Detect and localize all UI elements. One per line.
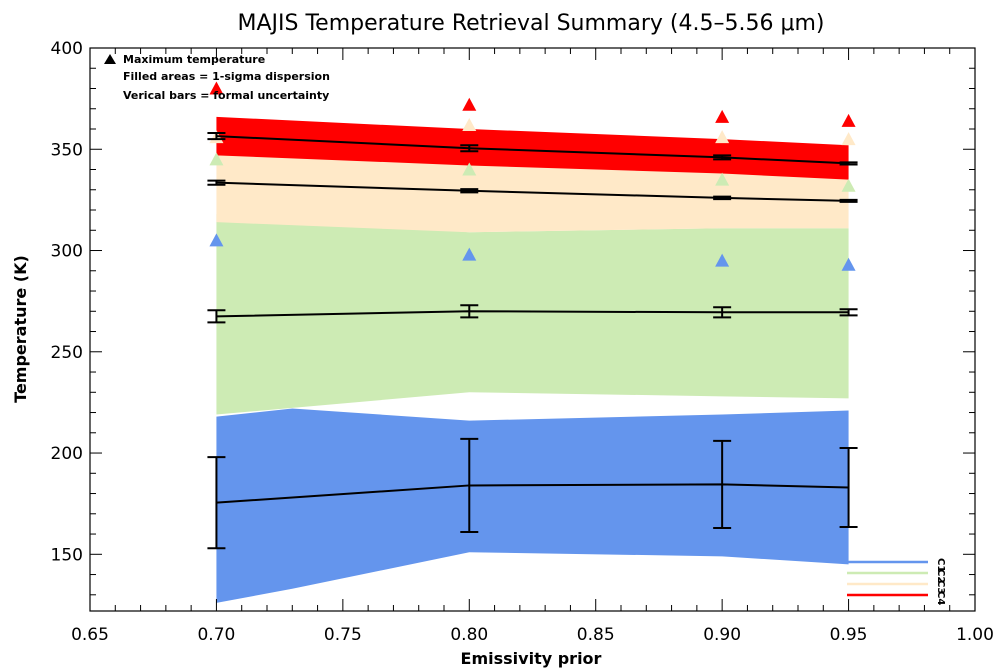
max-marker-c4 <box>715 109 730 123</box>
annotation-vertical-bars: Verical bars = formal uncertainty <box>123 89 329 102</box>
annotation-triangle-icon <box>104 54 116 64</box>
error-bar-c1 <box>713 439 732 529</box>
error-bars <box>207 132 858 550</box>
max-marker-c2 <box>841 178 856 192</box>
error-bar-c3 <box>207 179 226 186</box>
plot-frame <box>89 47 976 612</box>
y-tick-label: 400 <box>51 39 83 59</box>
y-tick-label: 150 <box>51 545 83 565</box>
error-bar-c3 <box>839 198 858 203</box>
error-bar-c4 <box>460 144 479 153</box>
max-marker-c1 <box>841 257 856 271</box>
mean-lines <box>216 135 849 504</box>
band-c4 <box>216 116 849 180</box>
legend-label-c1: C1 <box>935 558 946 572</box>
error-bar-c4 <box>713 154 732 161</box>
mean-line-c2 <box>216 310 849 318</box>
error-bar-c4 <box>207 132 226 141</box>
dispersion-bands <box>216 116 849 603</box>
x-tick-label: 0.75 <box>324 625 362 645</box>
legend-label-c4: C4 <box>935 591 946 605</box>
max-marker-c2 <box>715 172 730 186</box>
y-axis-label: Temperature (K) <box>11 255 30 403</box>
max-marker-c2 <box>209 152 224 166</box>
error-bar-c3 <box>460 188 479 194</box>
error-bar-c1 <box>207 456 226 550</box>
y-tick-label: 200 <box>51 444 83 464</box>
x-axis-label: Emissivity prior <box>461 649 602 668</box>
band-c3 <box>216 143 849 233</box>
x-tick-label: 0.70 <box>197 625 235 645</box>
max-marker-c3 <box>462 117 477 131</box>
error-bar-c3 <box>713 195 732 201</box>
error-bar-c2 <box>839 308 858 317</box>
y-tick-label: 250 <box>51 343 83 363</box>
x-tick-label: 0.90 <box>703 625 741 645</box>
x-tick-label: 1.00 <box>956 625 994 645</box>
band-c1 <box>216 408 849 603</box>
max-marker-c3 <box>715 130 730 144</box>
mean-line-c4 <box>216 135 849 165</box>
annotation-block: Maximum temperature Filled areas = 1-sig… <box>104 53 330 102</box>
chart-title: MAJIS Temperature Retrieval Summary (4.5… <box>238 11 825 36</box>
max-marker-c2 <box>462 162 477 176</box>
x-tick-label: 0.95 <box>830 625 868 645</box>
max-marker-c4 <box>462 97 477 111</box>
max-marker-c4 <box>209 81 224 95</box>
annotation-filled-areas: Filled areas = 1-sigma dispersion <box>123 70 330 83</box>
x-tick-label: 0.85 <box>577 625 615 645</box>
error-bar-c1 <box>460 437 479 534</box>
error-bar-c2 <box>713 306 732 319</box>
y-tick-label: 300 <box>51 242 83 262</box>
max-marker-c1 <box>715 253 730 267</box>
error-bar-c1 <box>839 446 858 528</box>
mean-line-c1 <box>216 483 849 504</box>
annotation-max-temperature: Maximum temperature <box>123 53 265 66</box>
error-bar-c4 <box>839 161 858 166</box>
error-bar-c2 <box>460 304 479 319</box>
y-tick-label: 350 <box>51 140 83 160</box>
axes: 0.65 0.70 0.75 0.80 0.85 0.90 0.95 1.00 150 200 25… <box>51 39 994 645</box>
max-marker-c4 <box>841 113 856 127</box>
band-c2 <box>216 214 849 415</box>
x-tick-label: 0.65 <box>71 625 109 645</box>
max-marker-c1 <box>209 233 224 247</box>
error-bar-c2 <box>207 309 226 324</box>
x-tick-label: 0.80 <box>450 625 488 645</box>
legend-label-c2: C2 <box>935 569 946 583</box>
legend-label-c3: C3 <box>935 580 946 594</box>
mean-line-c3 <box>216 181 849 202</box>
max-marker-c1 <box>462 247 477 261</box>
max-marker-c3 <box>841 132 856 146</box>
